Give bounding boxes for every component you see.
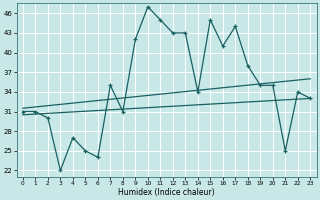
X-axis label: Humidex (Indice chaleur): Humidex (Indice chaleur) — [118, 188, 215, 197]
